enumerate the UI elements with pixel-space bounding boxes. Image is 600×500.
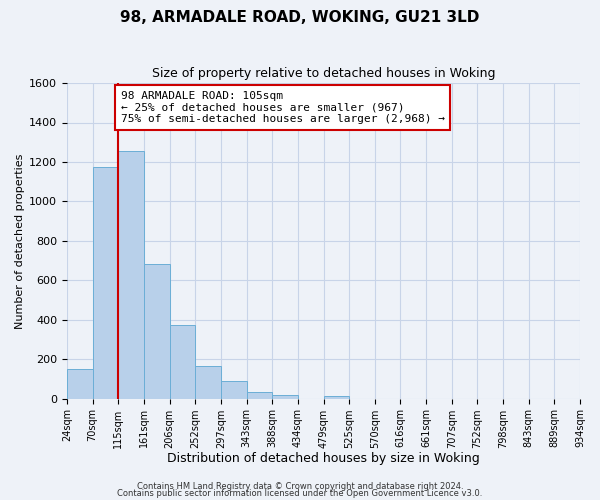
Title: Size of property relative to detached houses in Woking: Size of property relative to detached ho… xyxy=(152,68,495,80)
Text: 98, ARMADALE ROAD, WOKING, GU21 3LD: 98, ARMADALE ROAD, WOKING, GU21 3LD xyxy=(121,10,479,25)
Bar xyxy=(144,264,170,398)
Text: Contains HM Land Registry data © Crown copyright and database right 2024.: Contains HM Land Registry data © Crown c… xyxy=(137,482,463,491)
Text: 98 ARMADALE ROAD: 105sqm
← 25% of detached houses are smaller (967)
75% of semi-: 98 ARMADALE ROAD: 105sqm ← 25% of detach… xyxy=(121,91,445,124)
Bar xyxy=(170,324,195,398)
Text: Contains public sector information licensed under the Open Government Licence v3: Contains public sector information licen… xyxy=(118,489,482,498)
Bar xyxy=(272,394,298,398)
Bar xyxy=(92,167,118,398)
Bar xyxy=(247,392,272,398)
Bar xyxy=(221,381,247,398)
Bar xyxy=(118,150,144,398)
Bar xyxy=(195,366,221,398)
Bar xyxy=(323,396,349,398)
X-axis label: Distribution of detached houses by size in Woking: Distribution of detached houses by size … xyxy=(167,452,480,465)
Bar xyxy=(67,368,92,398)
Y-axis label: Number of detached properties: Number of detached properties xyxy=(15,153,25,328)
